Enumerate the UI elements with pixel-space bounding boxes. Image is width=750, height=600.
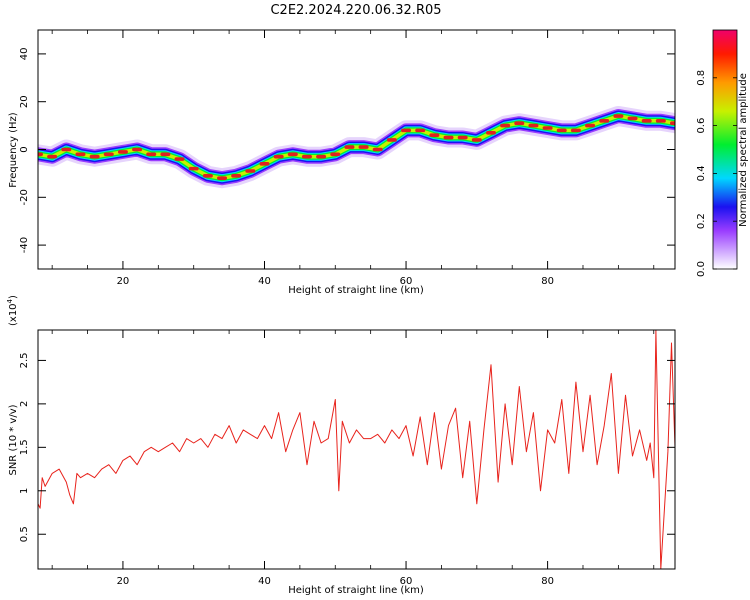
ridge-peak: [301, 154, 312, 159]
ridge-peak: [415, 128, 426, 133]
colorbar-ticks: 0.0 0.2 0.4 0.6 0.8: [696, 70, 737, 277]
ridge-peak: [542, 126, 553, 130]
ridge-peak: [61, 147, 72, 152]
snr-y-ticks: 0.5 1 1.5 2 2.5: [19, 352, 675, 542]
ridge-peak: [245, 169, 256, 173]
ridge-peak: [485, 130, 496, 135]
spectrogram-x-axis-label: Height of straight line (km): [288, 285, 424, 296]
ridge-peak: [443, 135, 454, 140]
snr-x-tick-label: 40: [258, 576, 271, 587]
figure-title: C2E2.2024.220.06.32.R05: [270, 3, 441, 18]
ridge-peak: [217, 176, 228, 180]
spectrogram-y-tick-label: -40: [19, 237, 30, 253]
snr-y-tick-label: 1.5: [19, 439, 30, 455]
snr-y-scale-prefix: (x10: [8, 303, 19, 326]
snr-x-tick-label: 80: [541, 576, 554, 587]
ridge-peak: [160, 152, 171, 157]
colorbar-tick-label: 0.0: [696, 261, 707, 277]
ridge-peak: [655, 119, 666, 123]
ridge-peak: [259, 162, 270, 166]
colorbar-tick-label: 0.6: [696, 118, 707, 134]
ridge-peak: [401, 128, 412, 133]
ridge-peak: [528, 123, 539, 128]
ridge-peak: [599, 119, 610, 123]
ridge-peak: [75, 152, 86, 157]
spectrogram-y-ticks: -40 -20 0 20 40: [19, 48, 675, 253]
ridge-peak: [627, 116, 638, 121]
ridge-peak: [117, 150, 128, 154]
snr-x-tick-label: 20: [117, 576, 130, 587]
spectral-ridge: [38, 106, 675, 189]
snr-y-tick-label: 0.5: [19, 526, 30, 542]
ridge-peak: [174, 157, 185, 161]
ridge-peak: [613, 114, 624, 118]
ridge-peak: [330, 152, 341, 157]
ridge-peak: [514, 121, 525, 126]
ridge-peak: [457, 135, 468, 140]
ridge-peak: [670, 121, 675, 126]
snr-panel: 20 40 60 80 0.5 1 1.5 2 2.5 Height of straight …: [6, 295, 676, 596]
spectrogram-x-tick-label: 20: [117, 276, 130, 287]
snr-y-tick-label: 1: [19, 488, 30, 494]
ridge-peak: [132, 147, 143, 152]
ridge-band-yellow: [38, 114, 675, 180]
ridge-peak: [38, 152, 43, 157]
ridge-peak: [89, 154, 100, 159]
ridge-peak: [570, 128, 581, 133]
spectrogram-panel: 20 40 60 80 -40 -20 0 20 40 Height of straight …: [8, 29, 676, 296]
ridge-peak: [386, 138, 397, 142]
spectrogram-y-tick-label: 20: [19, 95, 30, 108]
ridge-peak: [287, 152, 298, 157]
ridge-peak: [316, 154, 327, 159]
ridge-peak: [47, 154, 58, 159]
spectrogram-y-tick-label: 40: [19, 48, 30, 61]
ridge-peak: [500, 123, 511, 128]
ridge-peak: [344, 145, 355, 149]
snr-x-axis-label: Height of straight line (km): [288, 585, 424, 596]
snr-y-tick-label: 2.5: [19, 352, 30, 368]
spectrogram-x-tick-label: 40: [258, 276, 271, 287]
snr-y-scale-suffix: ): [8, 295, 19, 299]
colorbar-label: Normalized spectral amplitude: [738, 73, 749, 227]
colorbar-gradient: [712, 29, 738, 270]
ridge-peak: [372, 147, 383, 152]
snr-plot-frame: [37, 329, 676, 570]
snr-x-ticks: 20 40 60 80: [51, 330, 655, 587]
colorbar-tick-label: 0.4: [696, 165, 707, 181]
ridge-peak: [429, 133, 440, 137]
ridge-peak: [585, 123, 596, 128]
ridge-peak: [146, 152, 157, 157]
snr-series-layer: [38, 330, 675, 569]
spectrogram-y-tick-label: -20: [19, 189, 30, 205]
spectrogram-y-tick-label: 0: [19, 146, 30, 152]
ridge-peak: [358, 145, 369, 149]
snr-y-scale-exponent: 4: [6, 298, 14, 303]
colorbar-tick-label: 0.2: [696, 213, 707, 229]
colorbar: 0.0 0.2 0.4 0.6 0.8 Normalized spectral ampl…: [696, 29, 749, 277]
ridge-peak: [231, 173, 242, 178]
ridge-peak: [471, 138, 482, 142]
colorbar-tick-label: 0.8: [696, 70, 707, 86]
spectrogram-x-tick-label: 80: [541, 276, 554, 287]
ridge-peak: [641, 119, 652, 123]
snr-x-tick-label: 60: [400, 576, 413, 587]
snr-y-scale-label: (x104): [6, 295, 19, 326]
snr-y-tick-label: 2: [19, 401, 30, 407]
ridge-peak: [103, 152, 114, 157]
ridge-peak: [273, 154, 284, 159]
snr-series-line: [38, 330, 675, 569]
spectrogram-y-axis-label: Frequency (Hz): [8, 112, 19, 188]
ridge-peak: [556, 128, 567, 133]
ridge-peak: [202, 173, 213, 178]
snr-y-axis-label: SNR (10 * v/v): [8, 404, 19, 475]
spectrogram-x-tick-label: 60: [400, 276, 413, 287]
spectrogram-x-ticks: 20 40 60 80: [51, 30, 655, 287]
ridge-peak: [188, 166, 199, 171]
